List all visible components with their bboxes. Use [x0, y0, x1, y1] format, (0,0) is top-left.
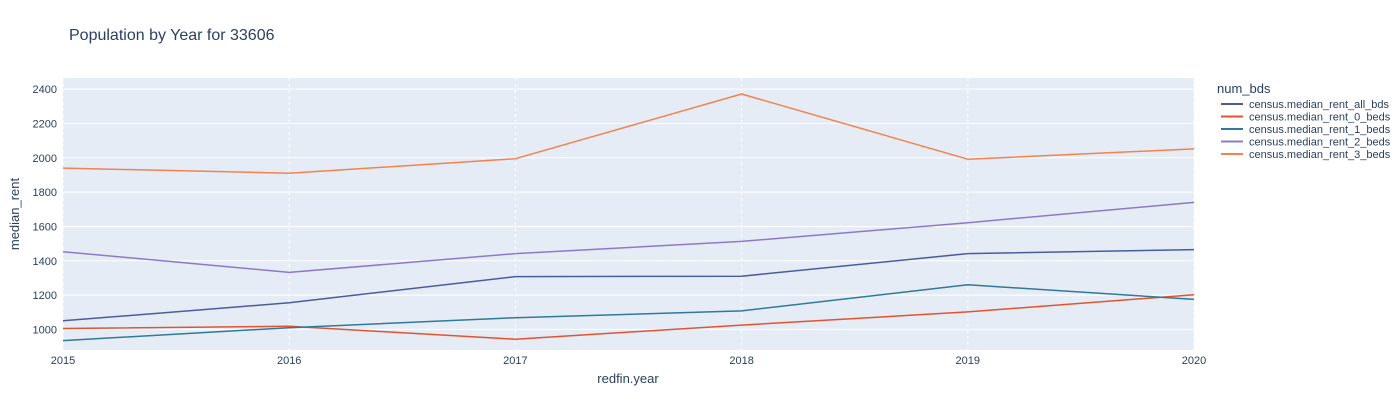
series-line-3[interactable]	[62, 201, 1195, 274]
legend-label: census.median_rent_3_beds	[1249, 149, 1391, 161]
series-lines	[62, 93, 1195, 342]
legend-item[interactable]: census.median_rent_all_bds	[1221, 99, 1390, 111]
x-axis-title: redfin.year	[597, 371, 659, 386]
grid-lines	[62, 78, 1195, 350]
x-tick-label: 2017	[503, 355, 527, 367]
legend-item[interactable]: census.median_rent_1_beds	[1221, 124, 1391, 136]
x-tick-label: 2020	[1182, 355, 1206, 367]
legend-label: census.median_rent_2_beds	[1249, 137, 1391, 149]
legend[interactable]: num_bds census.median_rent_all_bdscensus…	[1217, 81, 1391, 161]
chart-title: Population by Year for 33606	[69, 27, 275, 44]
y-tick-label: 1600	[33, 221, 57, 233]
x-tick-label: 2015	[51, 355, 75, 367]
y-axis-ticks: 1000 1200 1400 1600 1800 2000 2200 2400	[33, 84, 57, 336]
legend-item[interactable]: census.median_rent_0_beds	[1221, 112, 1391, 124]
legend-label: census.median_rent_all_bds	[1249, 99, 1390, 111]
y-axis-title: median_rent	[7, 177, 22, 250]
legend-item[interactable]: census.median_rent_3_beds	[1221, 149, 1391, 161]
legend-title: num_bds	[1217, 81, 1271, 96]
series-line-4[interactable]	[62, 93, 1195, 174]
x-tick-label: 2019	[956, 355, 980, 367]
y-tick-label: 2000	[33, 153, 57, 165]
x-tick-label: 2018	[729, 355, 753, 367]
x-tick-label: 2016	[277, 355, 301, 367]
legend-item[interactable]: census.median_rent_2_beds	[1221, 137, 1391, 149]
y-tick-label: 2200	[33, 118, 57, 130]
legend-label: census.median_rent_1_beds	[1249, 124, 1391, 136]
y-tick-label: 1800	[33, 187, 57, 199]
y-tick-label: 1400	[33, 256, 57, 268]
y-tick-label: 2400	[33, 84, 57, 96]
y-tick-label: 1200	[33, 290, 57, 302]
series-line-0[interactable]	[62, 248, 1195, 322]
x-axis-ticks: 2015 2016 2017 2018 2019 2020	[51, 355, 1206, 367]
y-tick-label: 1000	[33, 324, 57, 336]
plot-area	[63, 78, 1194, 350]
series-line-1[interactable]	[62, 293, 1195, 340]
series-line-2[interactable]	[62, 284, 1195, 342]
legend-label: census.median_rent_0_beds	[1249, 112, 1391, 124]
